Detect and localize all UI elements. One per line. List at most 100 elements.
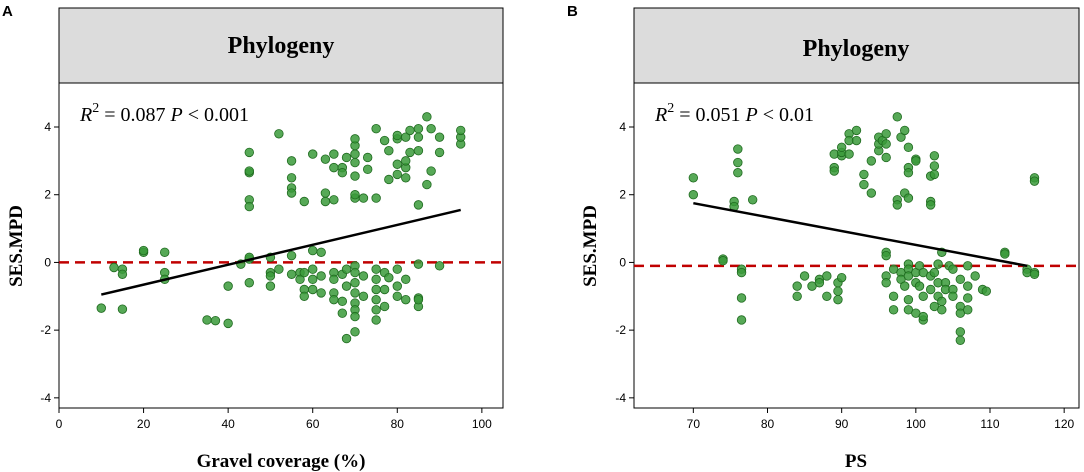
data-point-a xyxy=(426,124,436,134)
data-point-b xyxy=(929,169,940,180)
p-value-b: < 0.01 xyxy=(758,104,814,126)
data-point-a xyxy=(96,303,106,313)
data-point-b xyxy=(736,293,747,303)
data-point-a xyxy=(265,271,276,281)
fit-stats-a: R2 = 0.087 P < 0.001 xyxy=(79,101,249,126)
data-point-b xyxy=(814,278,825,288)
data-point-a xyxy=(286,188,297,198)
data-point-a xyxy=(392,130,402,141)
data-point-a xyxy=(350,134,360,144)
y-tick-label-a: 0 xyxy=(44,255,51,269)
y-tick-label-a: -2 xyxy=(40,323,51,337)
p-symbol-a: P xyxy=(170,104,183,126)
r2-exponent-b: 2 xyxy=(667,101,674,116)
data-point-b xyxy=(929,151,940,161)
x-tick-label-a: 80 xyxy=(391,417,405,431)
x-axis-title-a: Gravel coverage (%) xyxy=(197,451,366,472)
data-point-a xyxy=(299,196,309,207)
x-tick-label-b: 90 xyxy=(835,417,849,431)
data-point-a xyxy=(413,259,424,269)
y-tick-label-a: -4 xyxy=(40,391,51,405)
data-point-b xyxy=(918,291,928,301)
facet-strip-a xyxy=(58,7,504,84)
data-point-a xyxy=(371,294,381,305)
x-axis-b: 70 80 90 100 110 120 xyxy=(687,408,1074,431)
data-point-a xyxy=(308,149,318,159)
data-point-a xyxy=(384,146,394,156)
data-point-a xyxy=(329,162,339,173)
data-point-b xyxy=(914,281,925,291)
x-tick-label-a: 0 xyxy=(56,417,63,431)
data-point-a xyxy=(341,333,352,344)
r2-exponent-a: 2 xyxy=(92,101,99,116)
data-point-a xyxy=(274,264,284,274)
data-point-b xyxy=(903,168,914,178)
data-point-a xyxy=(379,301,390,312)
data-point-a xyxy=(329,294,339,305)
data-point-a xyxy=(350,267,360,278)
data-point-a xyxy=(202,315,212,325)
data-point-a xyxy=(405,125,415,136)
plot-area-b xyxy=(633,82,1080,409)
fit-stats-b: R2 = 0.051 P < 0.01 xyxy=(654,101,814,126)
data-point-b xyxy=(888,305,899,315)
data-point-a xyxy=(371,284,381,295)
data-point-b xyxy=(925,284,936,295)
data-point-a xyxy=(358,271,369,281)
data-point-a xyxy=(434,132,445,142)
data-point-a xyxy=(295,274,305,285)
data-point-b xyxy=(736,315,747,325)
data-point-a xyxy=(401,173,411,183)
data-point-a xyxy=(426,166,436,176)
data-point-b xyxy=(981,286,991,296)
data-point-b xyxy=(911,156,921,166)
data-point-b xyxy=(688,173,699,183)
data-point-a xyxy=(244,278,254,288)
data-point-b xyxy=(822,291,832,301)
y-axis-b: -4 -2 0 2 4 xyxy=(615,120,634,405)
y-tick-label-a: 2 xyxy=(44,188,51,202)
y-tick-label-a: 4 xyxy=(44,120,51,134)
data-point-b xyxy=(851,125,862,136)
data-point-a xyxy=(422,179,432,190)
data-point-b xyxy=(903,142,914,153)
y-axis-a: -4 -2 0 2 4 xyxy=(40,120,59,405)
facet-title-a: Phylogeny xyxy=(228,33,335,59)
data-point-a xyxy=(401,132,411,142)
data-point-a xyxy=(286,156,297,166)
data-point-a xyxy=(384,174,394,185)
data-point-b xyxy=(881,278,891,288)
data-point-a xyxy=(308,274,318,285)
data-point-a xyxy=(401,274,411,285)
data-point-b xyxy=(736,267,747,278)
data-point-b xyxy=(1000,249,1010,259)
data-point-a xyxy=(350,311,360,322)
data-point-a xyxy=(379,284,390,295)
data-point-b xyxy=(829,166,839,176)
data-point-b xyxy=(844,149,854,159)
y-tick-label-b: 4 xyxy=(619,120,626,134)
data-point-b xyxy=(929,161,940,171)
data-point-b xyxy=(900,125,910,136)
data-point-b xyxy=(733,168,743,178)
data-point-a xyxy=(299,267,309,278)
data-point-a xyxy=(413,146,424,156)
data-point-a xyxy=(316,247,326,257)
data-point-a xyxy=(308,245,318,256)
data-point-a xyxy=(320,196,331,207)
data-point-b xyxy=(799,271,810,281)
data-point-a xyxy=(316,288,326,298)
data-point-a xyxy=(329,149,339,159)
panel-letter-a: A xyxy=(2,3,13,20)
data-point-a xyxy=(341,152,352,163)
data-point-a xyxy=(117,304,128,314)
facet-title-b: Phylogeny xyxy=(803,36,910,62)
data-point-b xyxy=(963,261,973,271)
data-point-a xyxy=(350,157,360,168)
y-tick-label-b: 2 xyxy=(619,188,626,202)
x-axis-title-b: PS xyxy=(845,451,867,472)
data-point-a xyxy=(341,264,352,274)
data-point-b xyxy=(836,272,847,283)
